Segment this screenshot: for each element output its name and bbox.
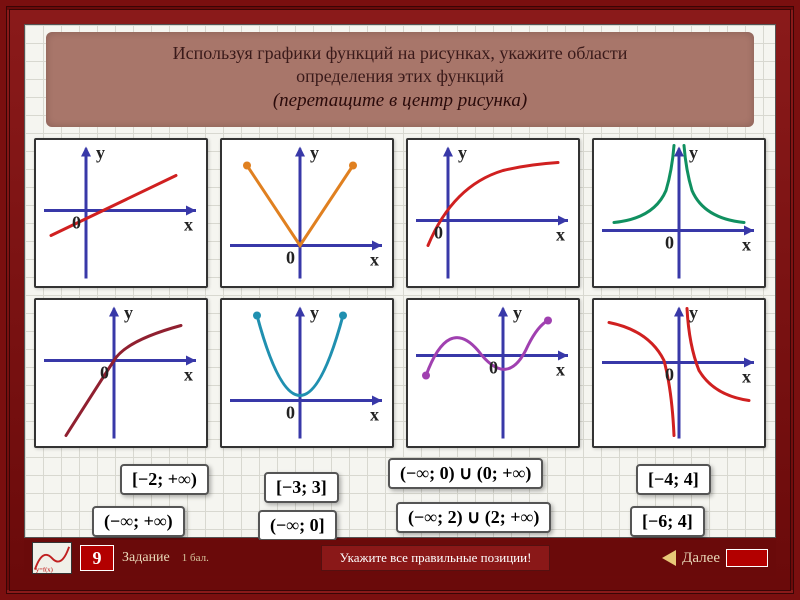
- svg-text:y: y: [689, 143, 698, 163]
- answer-chip-8[interactable]: [−6; 4]: [630, 506, 705, 537]
- question-number: 9: [80, 545, 114, 571]
- svg-text:x: x: [184, 215, 193, 235]
- svg-text:0: 0: [286, 403, 295, 423]
- graph-1[interactable]: y x 0: [34, 138, 208, 288]
- graph-6[interactable]: y x 0: [220, 298, 394, 448]
- graph-svg: y x 0: [222, 140, 392, 286]
- svg-text:x: x: [370, 250, 379, 270]
- next-label: Далее: [682, 550, 720, 567]
- svg-text:y: y: [96, 143, 105, 163]
- header-subtitle: (перетащите в центр рисунка): [66, 89, 734, 114]
- instruction-banner: Укажите все правильные позиции!: [321, 545, 551, 571]
- svg-text:0: 0: [665, 365, 674, 385]
- answer-chip-5[interactable]: (−∞; +∞): [92, 506, 185, 537]
- svg-text:y: y: [458, 143, 467, 163]
- answer-chip-2[interactable]: [−3; 3]: [264, 472, 339, 503]
- svg-text:x: x: [556, 360, 565, 380]
- graph-svg: y x 0: [594, 300, 764, 446]
- graph-svg: y x 0: [36, 140, 206, 286]
- graphs-grid: y x 0 y x 0 y x 0 y x 0: [34, 138, 766, 448]
- graph-4[interactable]: y x 0: [592, 138, 766, 288]
- header-line1: Используя графики функций на рисунках, у…: [66, 42, 734, 65]
- svg-text:x: x: [742, 367, 751, 387]
- question-header: Используя графики функций на рисунках, у…: [46, 32, 754, 127]
- points-label: 1 бал.: [182, 552, 209, 564]
- graph-svg: y x 0: [408, 140, 578, 286]
- svg-text:y: y: [310, 303, 319, 323]
- svg-text:0: 0: [100, 363, 109, 383]
- header-line2: определения этих функций: [66, 65, 734, 88]
- graph-svg: y x 0: [594, 140, 764, 286]
- answer-chip-3[interactable]: (−∞; 0) ∪ (0; +∞): [388, 458, 543, 489]
- next-button[interactable]: Далее: [662, 549, 768, 567]
- graph-5[interactable]: y x 0: [34, 298, 208, 448]
- graph-svg: y x 0: [408, 300, 578, 446]
- svg-text:0: 0: [72, 213, 81, 233]
- svg-text:x: x: [370, 405, 379, 425]
- footer-bar: y=f(x) 9 Задание 1 бал. Укажите все прав…: [24, 540, 776, 576]
- graph-7[interactable]: y x 0: [406, 298, 580, 448]
- svg-text:0: 0: [434, 223, 443, 243]
- answer-chip-1[interactable]: [−2; +∞): [120, 464, 209, 495]
- back-triangle-icon: [662, 550, 676, 566]
- svg-text:x: x: [742, 235, 751, 255]
- graph-8[interactable]: y x 0: [592, 298, 766, 448]
- svg-text:x: x: [184, 365, 193, 385]
- svg-text:0: 0: [286, 248, 295, 268]
- graph-svg: y x 0: [222, 300, 392, 446]
- logo-icon: y=f(x): [32, 542, 72, 574]
- svg-text:y: y: [310, 143, 319, 163]
- next-box-icon: [726, 549, 768, 567]
- graph-2[interactable]: y x 0: [220, 138, 394, 288]
- svg-text:0: 0: [665, 233, 674, 253]
- answer-chip-7[interactable]: (−∞; 2) ∪ (2; +∞): [396, 502, 551, 533]
- task-label: Задание: [122, 550, 170, 566]
- svg-text:y=f(x): y=f(x): [36, 566, 53, 573]
- svg-text:y: y: [513, 303, 522, 323]
- svg-text:y: y: [124, 303, 133, 323]
- answer-chip-6[interactable]: (−∞; 0]: [258, 510, 337, 541]
- graph-3[interactable]: y x 0: [406, 138, 580, 288]
- svg-text:0: 0: [489, 358, 498, 378]
- graph-svg: y x 0: [36, 300, 206, 446]
- svg-text:x: x: [556, 225, 565, 245]
- answers-area: [−2; +∞) [−3; 3] (−∞; 0) ∪ (0; +∞) [−4; 4] (…: [40, 458, 760, 546]
- answer-chip-4[interactable]: [−4; 4]: [636, 464, 711, 495]
- svg-text:y: y: [689, 303, 698, 323]
